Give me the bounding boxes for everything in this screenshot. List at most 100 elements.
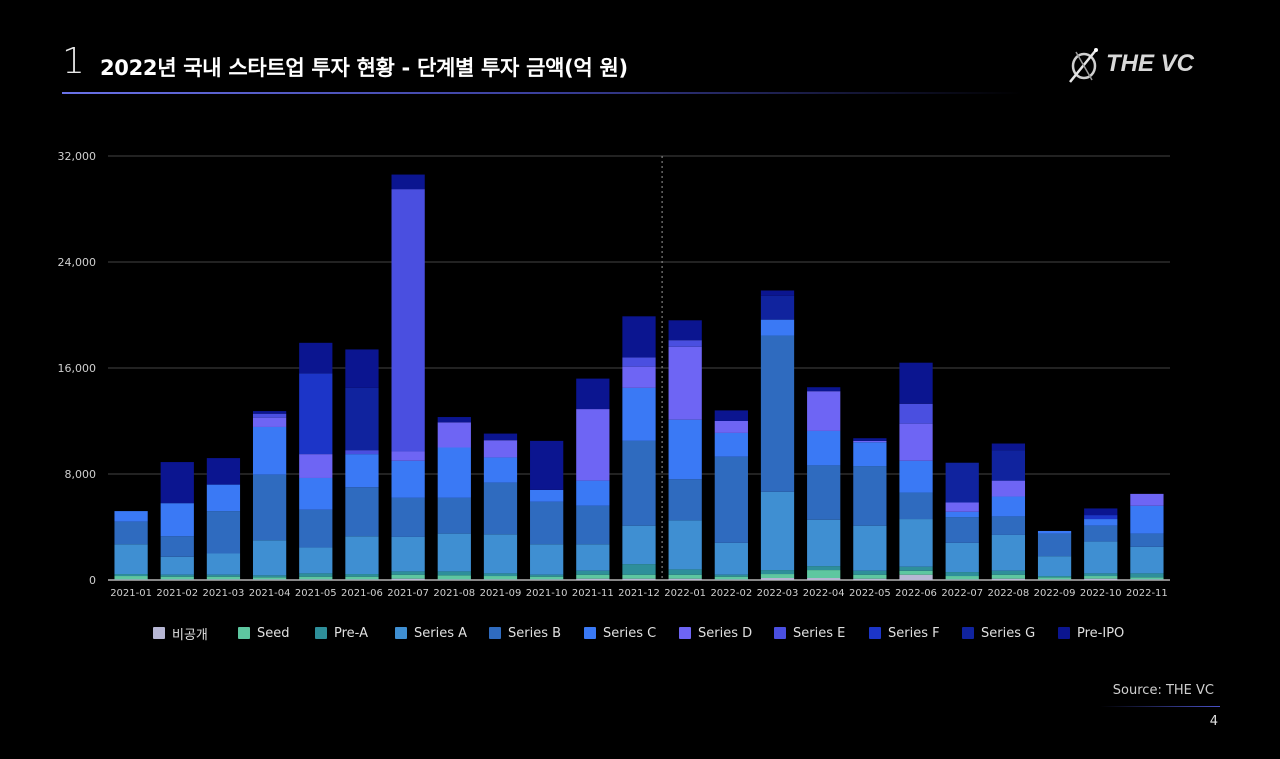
bar-segment	[345, 454, 379, 488]
bar-segment	[622, 578, 656, 580]
page-number: 4	[1209, 714, 1218, 729]
legend-label: Seed	[257, 625, 290, 641]
bar-segment	[391, 189, 425, 452]
bar-segment	[853, 578, 887, 580]
bar-segment	[530, 579, 564, 580]
legend-label: Pre-A	[334, 625, 368, 641]
orbit-logo-icon	[1040, 48, 1098, 83]
x-tick-label: 2021-10	[526, 588, 568, 599]
bar-segment	[899, 574, 933, 580]
bar-segment	[1037, 530, 1072, 534]
bar-segment	[1084, 525, 1118, 542]
bar-segment	[252, 411, 287, 414]
bar-segment	[576, 505, 610, 545]
bar-segment	[391, 536, 425, 572]
legend-item: Series A	[395, 623, 467, 643]
bar-segment	[807, 391, 841, 431]
legend-swatch	[153, 627, 165, 639]
bar-segment	[899, 519, 933, 567]
bar-segment	[622, 357, 656, 367]
bar-segment	[899, 403, 933, 424]
legend-item: 비공개	[153, 623, 208, 643]
x-tick-label: 2022-10	[1080, 588, 1122, 599]
bar-segment	[899, 492, 933, 520]
bar-segment	[391, 578, 425, 580]
legend-swatch	[962, 627, 974, 639]
bar-segment	[714, 542, 748, 575]
bar-segment	[483, 573, 518, 577]
bar-segment	[530, 574, 564, 577]
bar-segment	[899, 423, 933, 461]
bar-segment	[1037, 556, 1072, 577]
bar-segment	[437, 497, 471, 534]
x-tick-label: 2022-06	[895, 588, 937, 599]
bar-segment	[483, 482, 518, 535]
bar-segment	[299, 342, 333, 374]
x-axis-labels: 2021-01 2021-02 2021-03 2021-04 2021-05 2021-…	[110, 588, 1168, 599]
bar-segment	[1037, 576, 1072, 578]
x-tick-label: 2021-06	[341, 588, 383, 599]
bar-segment	[991, 496, 1026, 517]
bar-segment	[622, 574, 656, 579]
bar-segment	[160, 579, 194, 580]
bar-segment	[714, 579, 748, 580]
bar-segment	[1084, 515, 1118, 520]
bar-segment	[576, 378, 610, 410]
bar-segment	[345, 349, 379, 388]
x-tick-label: 2022-01	[664, 588, 706, 599]
bar-segment	[483, 433, 518, 441]
x-tick-label: 2021-08	[433, 588, 475, 599]
bar-segment	[206, 579, 241, 580]
bar-segment	[299, 509, 333, 548]
bar-segment	[1084, 519, 1118, 526]
y-tick-label: 32,000	[58, 150, 97, 163]
legend-label: Series A	[414, 625, 468, 641]
bar-segment	[807, 570, 841, 579]
bar-segment	[391, 451, 425, 461]
bar-segment	[483, 579, 518, 580]
bar-segment	[576, 409, 610, 481]
bar-segment	[114, 521, 148, 545]
legend-swatch	[774, 627, 786, 639]
bar-segment	[1130, 577, 1164, 580]
bar-segment	[991, 574, 1026, 579]
legend-item: Series G	[962, 623, 1035, 643]
bar-segment	[1084, 573, 1118, 577]
bar-segment	[160, 574, 194, 577]
bar-segment	[714, 410, 748, 421]
legend-label: Pre-IPO	[1077, 625, 1125, 641]
bar-segment	[945, 517, 979, 543]
bar-segment	[991, 578, 1026, 580]
bar-segment	[114, 576, 148, 580]
bar-segment	[760, 574, 795, 579]
bar-segment	[483, 440, 518, 458]
bar-segment	[899, 566, 933, 571]
bar-segment	[760, 295, 795, 320]
bar-segment	[668, 479, 702, 521]
bar-segment	[807, 387, 841, 392]
x-tick-label: 2021-03	[203, 588, 245, 599]
bar-segment	[437, 571, 471, 576]
bar-segment	[899, 460, 933, 493]
bar-segment	[530, 440, 564, 490]
x-tick-label: 2022-05	[849, 588, 891, 599]
legend-item: Seed	[238, 623, 290, 643]
x-tick-label: 2022-07	[941, 588, 983, 599]
bar-segment	[853, 525, 887, 571]
bar-segment	[945, 572, 979, 577]
bar-segment	[991, 480, 1026, 497]
section-number: 1	[62, 41, 85, 82]
bar-segment	[945, 579, 979, 580]
bar-segment	[1084, 576, 1118, 579]
legend-swatch	[489, 627, 501, 639]
chart-bars	[114, 174, 1164, 580]
bar-segment	[668, 346, 702, 420]
bar-segment	[576, 570, 610, 575]
bar-segment	[760, 335, 795, 492]
bar-segment	[345, 487, 379, 537]
x-tick-label: 2022-04	[803, 588, 845, 599]
bar-segment	[299, 454, 333, 478]
legend-label: Series C	[603, 625, 657, 641]
x-tick-label: 2022-09	[1034, 588, 1076, 599]
x-tick-label: 2021-04	[249, 588, 291, 599]
